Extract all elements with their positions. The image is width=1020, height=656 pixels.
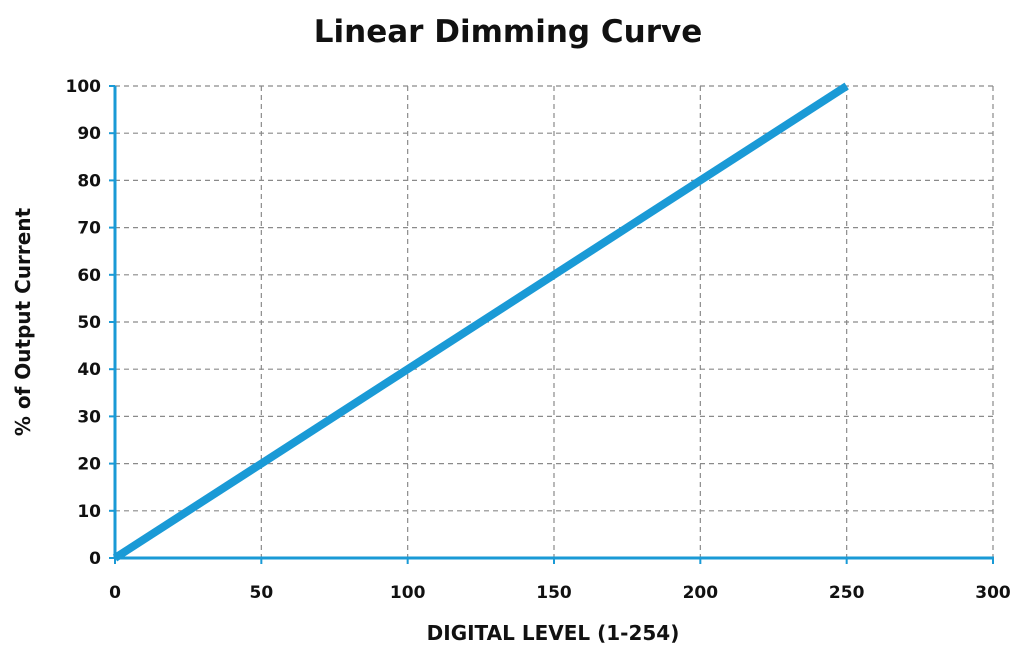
series-line-0 [112,82,849,562]
y-tick-label: 60 [77,266,101,286]
y-tick-label: 10 [77,502,101,522]
chart-title: Linear Dimming Curve [314,14,702,50]
y-tick-label: 90 [77,124,101,144]
tick-labels: 0 10 20 30 40 50 60 70 80 90 100 0 50 100 150 200 250 300 [66,77,1011,603]
axes [109,85,994,564]
y-tick-label: 80 [77,171,101,191]
x-tick-label: 100 [390,583,426,603]
y-tick-label: 30 [77,407,101,427]
x-tick-label: 250 [829,583,865,603]
x-tick-label: 150 [536,583,572,603]
x-axis-label: DIGITAL LEVEL (1-254) [427,621,680,645]
y-tick-label: 100 [66,77,102,97]
x-tick-label: 0 [109,583,121,603]
grid [115,85,994,558]
x-tick-label: 300 [975,583,1011,603]
y-tick-label: 0 [89,549,101,569]
series-layer [112,82,849,562]
x-tick-label: 50 [249,583,273,603]
y-tick-label: 50 [77,313,101,333]
y-tick-label: 40 [77,360,101,380]
x-tick-label: 200 [683,583,719,603]
y-tick-label: 70 [77,219,101,239]
y-tick-label: 20 [77,455,101,475]
y-axis-label: % of Output Current [11,207,35,436]
